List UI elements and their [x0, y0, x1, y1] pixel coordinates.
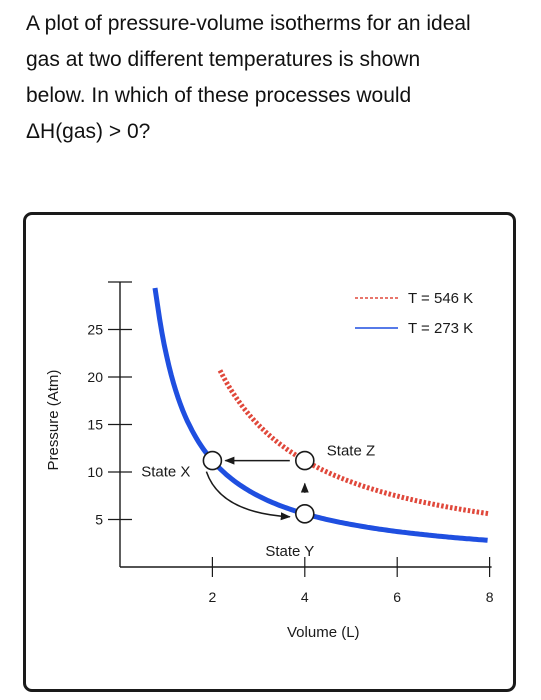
- question-line-3: below. In which of these processes would: [26, 84, 412, 107]
- y-tick-label: 5: [95, 512, 103, 528]
- x-tick-label: 4: [301, 589, 309, 605]
- question-line-1: A plot of pressure-volume isotherms for …: [26, 12, 471, 35]
- question-line-4: ΔH(gas) > 0?: [26, 120, 151, 143]
- state-z-label: State Z: [327, 443, 375, 460]
- legend: T = 546 K T = 273 K: [355, 290, 473, 337]
- question-text: A plot of pressure-volume isotherms for …: [26, 6, 526, 150]
- isotherm-t-546-k: [217, 369, 489, 517]
- y-tick-label: 20: [87, 369, 103, 385]
- x-tick-label: 2: [209, 589, 217, 605]
- state-x-label: State X: [141, 464, 190, 481]
- question-line-2: gas at two different temperatures is sho…: [26, 48, 421, 71]
- y-tick-label: 25: [87, 322, 103, 338]
- process-arrows: [205, 456, 309, 521]
- chart-card: [23, 212, 516, 692]
- arrow-x-to-y: [205, 471, 291, 521]
- y-tick-label: 15: [87, 417, 103, 433]
- y-tick-label: 10: [87, 464, 103, 480]
- legend-label: T = 546 K: [408, 290, 473, 307]
- legend-label: T = 273 K: [408, 320, 473, 337]
- x-tick-label: 8: [486, 589, 494, 605]
- state-points: State X State Y State Z: [141, 443, 375, 560]
- state-y-label: State Y: [265, 543, 314, 560]
- axes: 5 10 15 20 25 2 4 6 8 Volume (L) Pressure (Atm): [45, 281, 494, 641]
- y-axis-label: Pressure (Atm): [45, 370, 62, 471]
- x-axis-label: Volume (L): [287, 624, 360, 641]
- state-z-point: [294, 450, 315, 471]
- state-x-point: [202, 450, 223, 471]
- state-y-point: [294, 503, 315, 524]
- x-tick-label: 6: [393, 589, 401, 605]
